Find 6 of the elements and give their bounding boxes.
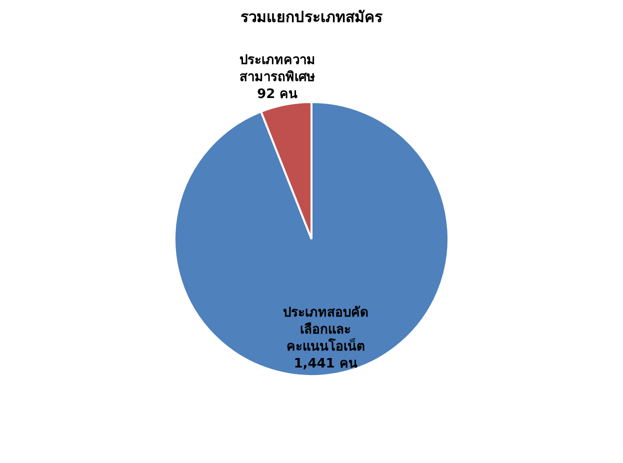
pie-slice bbox=[174, 101, 450, 377]
data-label: 92 คน bbox=[257, 87, 298, 102]
chart-title: รวมแยกประเภทสมัคร bbox=[240, 8, 384, 26]
slice-label: ประเภทความสามารถพิเศษ bbox=[239, 53, 316, 86]
slice-label: ประเภทสอบคัดเลือกและคะแนนโอเน็ต bbox=[283, 306, 368, 355]
data-label: 1,441 คน bbox=[294, 356, 358, 372]
